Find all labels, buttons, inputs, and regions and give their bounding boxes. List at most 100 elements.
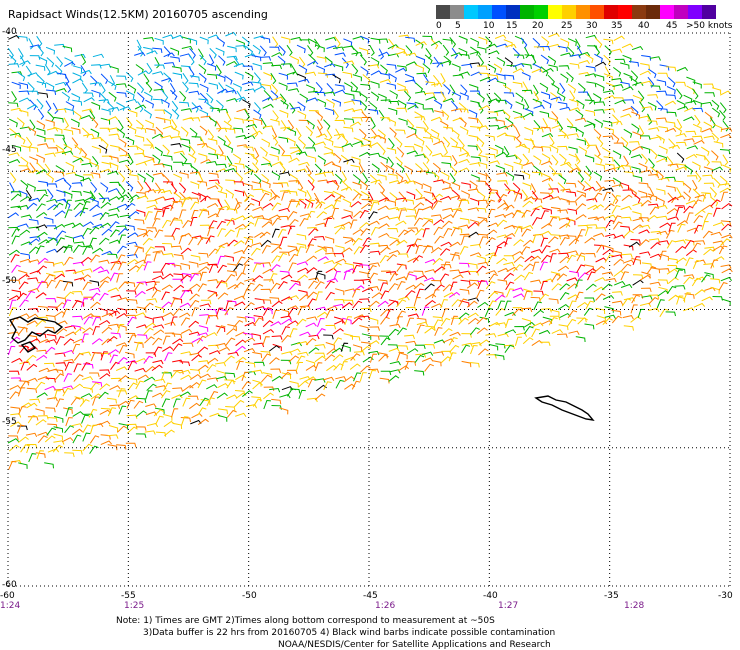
wind-barb [647,101,657,111]
wind-barb [278,252,288,262]
wind-barb [497,333,509,338]
wind-barb [487,77,499,83]
wind-barb [368,64,380,69]
wind-barb [557,45,568,53]
wind-barb [54,177,67,183]
longitude-label: -30 [718,591,733,601]
wind-barb [594,216,606,221]
wind-barb [89,226,100,235]
wind-barb [665,121,676,127]
wind-barb [295,198,305,208]
wind-barb [271,64,282,70]
wind-barb [170,89,178,101]
wind-barb [442,207,454,213]
wind-barb [208,54,215,66]
wind-barb [414,153,426,159]
wind-barb [260,117,267,130]
wind-barb [613,165,625,170]
wind-barb [594,265,606,273]
wind-barb [405,271,414,281]
wind-barb [604,245,614,253]
wind-barb [720,264,732,269]
wind-barb [692,88,699,100]
wind-barb [26,363,38,371]
wind-barb [305,359,316,367]
wind-barb [108,106,120,112]
wind-barb [666,229,675,239]
wind-barb [218,346,231,352]
wind-barb [108,310,121,316]
wind-barb [152,275,164,281]
wind-barb [451,181,461,191]
wind-barb [433,140,445,146]
wind-barb [439,248,451,256]
wind-barb [46,279,56,289]
wind-barb [125,360,138,365]
wind-barb [224,135,232,147]
wind-barb [710,196,719,207]
wind-barb [404,360,413,370]
wind-barb [152,337,163,346]
longitude-label: -40 [483,591,498,601]
wind-barb [270,368,282,373]
wind-barb [179,209,187,219]
wind-barb [307,378,317,388]
wind-barb [667,192,675,204]
wind-barb [467,221,479,229]
wind-barb [370,134,382,140]
wind-barb [514,136,522,147]
wind-barb [388,283,399,292]
wind-barb [340,186,353,191]
wind-barb [461,342,473,348]
wind-barb [675,81,686,87]
wind-barb [118,138,127,148]
wind-barb [92,381,103,387]
wind-barb [494,294,506,302]
wind-barb [144,322,157,329]
wind-barb [692,135,703,141]
wind-barb [475,289,485,299]
wind-barb [295,361,304,372]
latitude-label: -60 [2,580,17,590]
wind-barb [332,74,341,84]
wind-barb [125,98,138,104]
wind-barb [290,36,302,42]
wind-barb [216,153,226,161]
wind-barb [469,90,481,95]
wind-barb [154,64,165,69]
wind-barb [467,297,480,302]
wind-barb [422,120,429,132]
wind-barb [513,54,525,60]
colorbar-labels: 0 5 10 15 20 25 30 35 40 45 >50 knots [436,21,736,33]
wind-barb [613,234,625,239]
wind-barb [199,36,209,45]
wind-barb [350,164,361,171]
wind-barb [477,199,488,205]
wind-barb [252,206,264,211]
wind-barbs [7,31,733,470]
wind-barb [225,111,232,123]
wind-barb [82,424,92,433]
wind-barb [80,393,93,399]
wind-barb [128,194,140,201]
wind-barb [280,359,292,365]
wind-barb [217,136,226,146]
wind-barb [692,179,698,192]
wind-barb [314,235,325,241]
wind-barb [171,100,179,112]
latitude-label: -55 [2,417,17,427]
wind-barb [551,329,563,334]
wind-barb [551,83,560,93]
wind-barb [323,190,334,197]
wind-barb [53,426,64,433]
wind-barb [658,177,670,182]
wind-barb [207,138,218,145]
wind-barb [44,385,56,391]
wind-barb [316,65,326,74]
wind-barb [207,279,219,284]
wind-barb [278,82,288,91]
wind-barb [115,366,128,372]
wind-barb [163,181,174,187]
wind-barb [623,230,634,238]
wind-barb [146,204,158,209]
